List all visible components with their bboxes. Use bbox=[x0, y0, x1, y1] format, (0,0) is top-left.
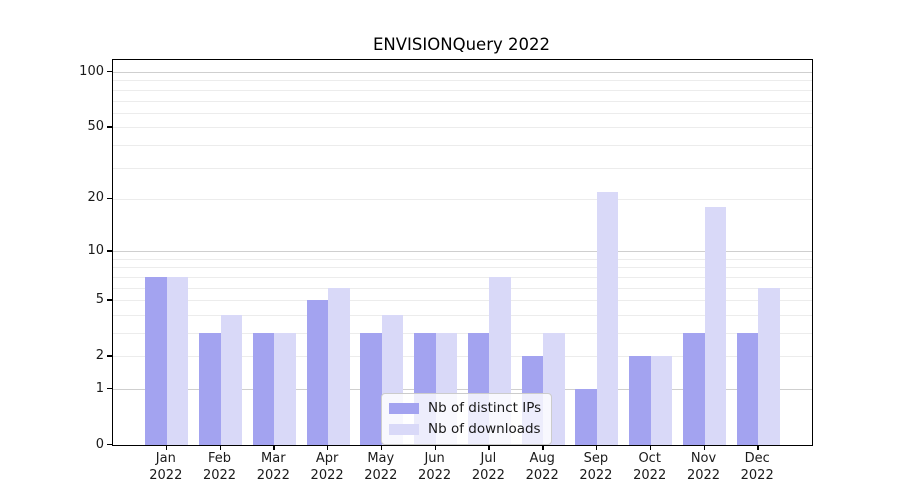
bar-distinct-ips-oct bbox=[629, 356, 651, 445]
x-tick-label-may: May 2022 bbox=[364, 451, 398, 483]
minor-gridline bbox=[113, 287, 812, 289]
minor-gridline bbox=[113, 258, 812, 260]
y-tick-label: 0 bbox=[95, 436, 104, 452]
y-tick-label: 10 bbox=[87, 242, 104, 258]
minor-gridline bbox=[113, 100, 812, 102]
bar-downloads-apr bbox=[328, 287, 350, 445]
bar-distinct-ips-feb bbox=[199, 333, 221, 445]
bar-downloads-mar bbox=[274, 333, 296, 445]
x-tick-mark bbox=[542, 445, 544, 450]
bar-distinct-ips-nov bbox=[683, 333, 705, 445]
bar-downloads-nov bbox=[704, 207, 726, 445]
minor-gridline bbox=[113, 356, 812, 358]
bar-downloads-oct bbox=[650, 356, 673, 445]
bar-distinct-ips-may bbox=[360, 333, 382, 445]
y-tick-mark bbox=[107, 197, 112, 200]
x-tick-mark bbox=[273, 445, 275, 450]
y-tick-label: 1 bbox=[95, 380, 104, 396]
plot-area: Nb of distinct IPs Nb of downloads bbox=[112, 59, 813, 446]
bar-distinct-ips-apr bbox=[306, 300, 329, 445]
legend-item-downloads: Nb of downloads bbox=[389, 421, 541, 437]
x-tick-label-feb: Feb 2022 bbox=[202, 451, 237, 483]
minor-gridline bbox=[113, 267, 812, 269]
minor-gridline bbox=[113, 144, 812, 146]
y-tick-mark bbox=[107, 388, 112, 390]
legend-item-distinct-ips: Nb of distinct IPs bbox=[389, 400, 541, 416]
minor-gridline bbox=[113, 112, 812, 114]
x-tick-mark bbox=[165, 445, 168, 450]
minor-gridline bbox=[113, 276, 812, 278]
minor-gridline bbox=[113, 198, 812, 200]
minor-gridline bbox=[113, 314, 812, 316]
x-tick-mark bbox=[595, 445, 598, 450]
y-tick-label: 20 bbox=[87, 190, 104, 206]
x-tick-mark bbox=[649, 445, 652, 450]
bar-downloads-dec bbox=[758, 287, 780, 445]
x-tick-mark bbox=[434, 445, 436, 450]
minor-gridline bbox=[113, 167, 812, 169]
y-tick-label: 100 bbox=[79, 63, 104, 79]
y-tick-label: 5 bbox=[95, 291, 104, 307]
x-tick-label-dec: Dec 2022 bbox=[740, 451, 774, 483]
bar-downloads-feb bbox=[220, 314, 242, 445]
x-tick-mark bbox=[380, 445, 383, 450]
legend-swatch-distinct-ips bbox=[389, 402, 419, 414]
y-tick-mark bbox=[107, 71, 112, 73]
x-tick-mark bbox=[219, 445, 221, 450]
x-tick-label-jan: Jan 2022 bbox=[149, 451, 183, 483]
major-gridline bbox=[113, 251, 812, 253]
major-gridline bbox=[113, 72, 812, 73]
x-tick-mark bbox=[757, 445, 759, 450]
x-tick-label-mar: Mar 2022 bbox=[256, 451, 290, 483]
x-tick-label-oct: Oct 2022 bbox=[633, 451, 667, 483]
x-tick-label-nov: Nov 2022 bbox=[686, 451, 721, 483]
bar-downloads-jan bbox=[166, 276, 189, 445]
x-tick-label-aug: Aug 2022 bbox=[525, 451, 559, 483]
y-tick-mark bbox=[107, 250, 112, 252]
y-tick-mark bbox=[107, 444, 112, 446]
y-tick-mark bbox=[107, 126, 112, 128]
y-tick-mark bbox=[107, 299, 112, 301]
legend-label-distinct-ips: Nb of distinct IPs bbox=[428, 400, 542, 416]
y-tick-mark bbox=[107, 355, 112, 357]
bar-distinct-ips-jan bbox=[145, 276, 167, 445]
y-tick-label: 2 bbox=[95, 347, 104, 363]
x-tick-mark bbox=[327, 445, 329, 450]
x-tick-mark bbox=[488, 445, 490, 450]
major-gridline bbox=[113, 389, 812, 390]
legend-swatch-downloads bbox=[389, 423, 419, 435]
minor-gridline bbox=[113, 333, 812, 334]
minor-gridline bbox=[113, 127, 812, 129]
bar-distinct-ips-sep bbox=[575, 389, 597, 445]
legend: Nb of distinct IPs Nb of downloads bbox=[381, 393, 553, 445]
bar-downloads-sep bbox=[596, 191, 619, 445]
bar-distinct-ips-mar bbox=[252, 333, 275, 445]
minor-gridline bbox=[113, 89, 812, 91]
x-tick-label-jun: Jun 2022 bbox=[418, 451, 452, 483]
bar-distinct-ips-dec bbox=[736, 333, 759, 445]
minor-gridline bbox=[113, 300, 812, 302]
x-tick-mark bbox=[703, 445, 705, 450]
x-tick-label-sep: Sep 2022 bbox=[579, 451, 613, 483]
x-tick-label-jul: Jul 2022 bbox=[471, 451, 505, 483]
chart-title: ENVISIONQuery 2022 bbox=[373, 35, 550, 54]
minor-gridline bbox=[113, 80, 812, 82]
x-tick-label-apr: Apr 2022 bbox=[310, 451, 344, 483]
legend-label-downloads: Nb of downloads bbox=[428, 421, 541, 437]
y-tick-label: 50 bbox=[87, 118, 104, 134]
